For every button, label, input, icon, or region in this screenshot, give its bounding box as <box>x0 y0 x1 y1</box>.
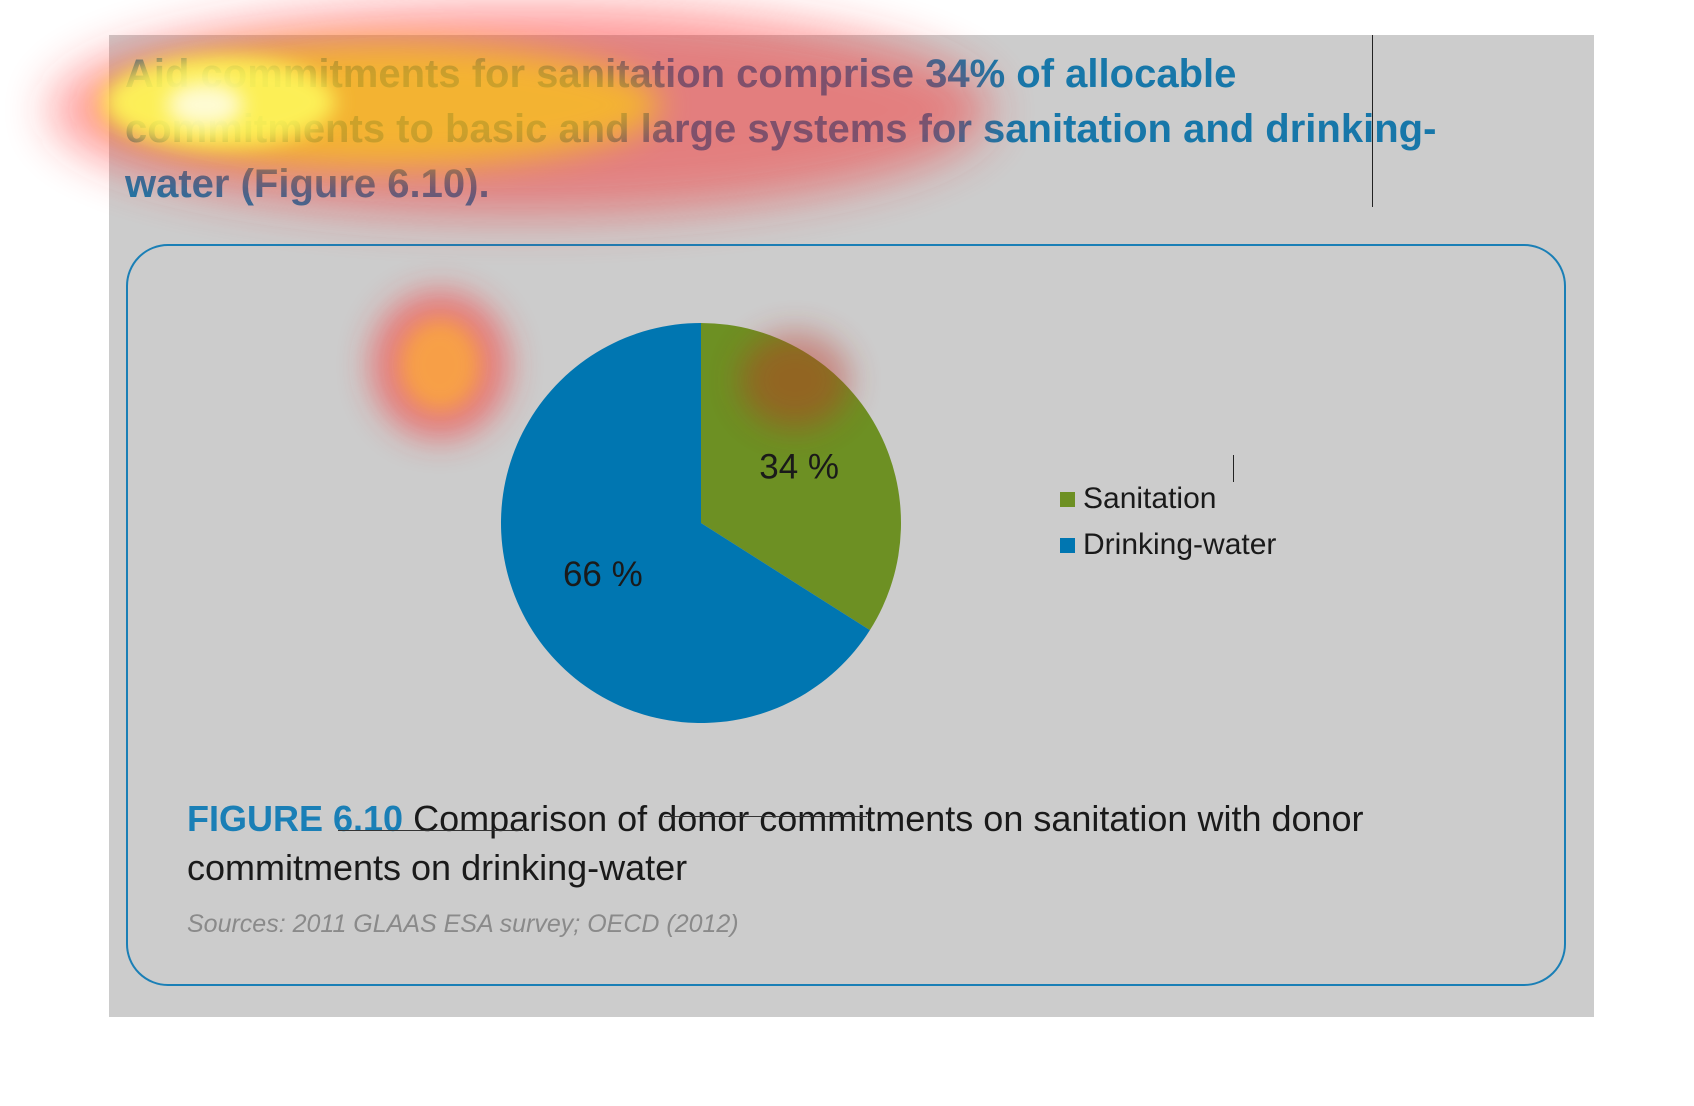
vertical-rule <box>1372 35 1373 207</box>
pie-label-drinking-water: 66 % <box>563 555 643 594</box>
chart-legend: Sanitation Drinking-water <box>1060 476 1276 568</box>
annotation-line <box>664 816 867 817</box>
pie-slice-drinking-water <box>501 323 870 723</box>
page-heading: Aid commitments for sanitation comprise … <box>125 52 1437 206</box>
annotation-line <box>338 830 523 831</box>
figure-sources: Sources: 2011 GLAAS ESA survey; OECD (20… <box>187 910 739 938</box>
legend-item-sanitation: Sanitation <box>1060 476 1276 522</box>
document-page: Aid commitments for sanitation comprise … <box>109 35 1594 1017</box>
legend-swatch-sanitation <box>1060 491 1075 507</box>
legend-item-drinking-water: Drinking-water <box>1060 522 1276 568</box>
figure-number: FIGURE 6.10 <box>187 798 404 839</box>
pie-label-sanitation: 34 % <box>759 447 839 486</box>
figure-caption: FIGURE 6.10 Comparison of donor commitme… <box>187 794 1487 892</box>
legend-label-drinking-water: Drinking-water <box>1083 528 1277 561</box>
legend-label-sanitation: Sanitation <box>1083 482 1217 515</box>
vertical-rule <box>1233 455 1234 482</box>
figure-caption-text: Comparison of donor commitments on sanit… <box>187 798 1364 888</box>
legend-swatch-drinking-water <box>1060 537 1075 553</box>
figure-box: 34 % 66 % Sanitation Drinking-water FIGUR… <box>126 244 1566 986</box>
